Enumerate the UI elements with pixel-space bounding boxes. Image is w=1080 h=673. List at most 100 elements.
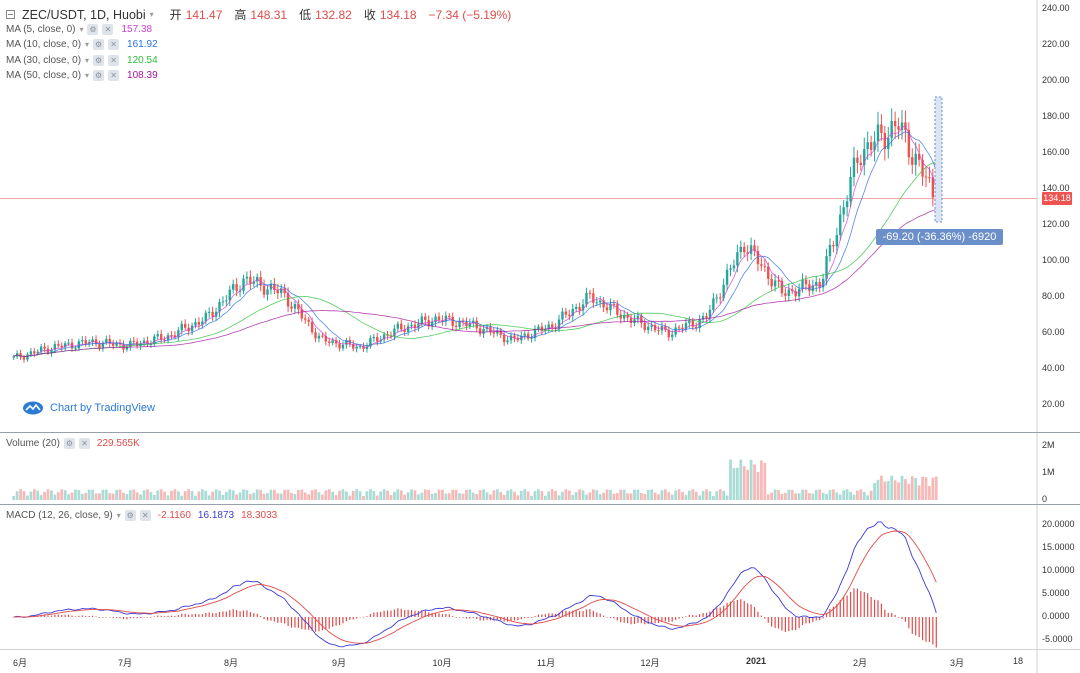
volume-bar xyxy=(50,490,53,500)
volume-bar xyxy=(821,492,825,500)
close-label: 收 xyxy=(363,8,376,22)
volume-bar xyxy=(804,489,808,500)
macd-histogram-bar xyxy=(218,611,221,617)
candle-body xyxy=(849,176,852,202)
volume-bar xyxy=(317,492,321,500)
candle-body xyxy=(688,320,691,324)
candle-body xyxy=(358,346,362,348)
close-icon[interactable]: ✕ xyxy=(139,510,151,521)
close-icon[interactable]: ✕ xyxy=(108,39,120,50)
ma50-label[interactable]: MA (50, close, 0) xyxy=(6,70,82,81)
chevron-down-icon[interactable]: ▾ xyxy=(149,10,154,19)
candle-body xyxy=(146,340,149,345)
volume-bar xyxy=(698,495,702,500)
ma5-label[interactable]: MA (5, close, 0) xyxy=(6,24,76,35)
macd-histogram-bar xyxy=(43,614,46,617)
chevron-down-icon[interactable]: ▾ xyxy=(79,25,84,34)
chevron-down-icon[interactable]: ▾ xyxy=(116,511,121,520)
tradingview-watermark[interactable]: Chart by TradingView xyxy=(22,401,155,415)
volume-bar xyxy=(653,492,657,500)
macd-histogram-bar xyxy=(325,617,327,630)
macd-histogram-bar xyxy=(133,617,135,618)
candle-body xyxy=(856,157,859,163)
volume-bar xyxy=(475,494,479,500)
volume-bar xyxy=(567,490,571,500)
ma10-label[interactable]: MA (10, close, 0) xyxy=(6,39,82,50)
chevron-down-icon[interactable]: ▾ xyxy=(85,56,90,65)
macd-histogram-bar xyxy=(712,608,714,617)
chevron-down-icon[interactable]: ▾ xyxy=(85,40,90,49)
high-label: 高 xyxy=(234,8,247,22)
candle-body xyxy=(396,323,400,329)
candle-body xyxy=(784,293,787,296)
macd-tick: -5.0000 xyxy=(1042,634,1073,644)
volume-label[interactable]: Volume (20) xyxy=(6,438,60,449)
candle-body xyxy=(376,336,379,342)
macd-histogram-bar xyxy=(801,617,804,626)
macd-histogram-bar xyxy=(222,611,224,617)
macd-histogram-bar xyxy=(599,613,601,617)
macd-histogram-bar xyxy=(229,610,231,617)
volume-bar xyxy=(399,490,403,500)
close-icon[interactable]: ✕ xyxy=(78,438,90,449)
candle-body xyxy=(533,329,537,338)
macd-histogram-bar xyxy=(328,617,330,629)
volume-bar xyxy=(369,489,372,500)
settings-icon[interactable]: ⚙ xyxy=(93,55,105,66)
macd-histogram-bar xyxy=(390,610,392,617)
indicator-ma5: MA (5, close, 0) ▾ ⚙ ✕ 157.38 xyxy=(6,24,152,35)
volume-bar xyxy=(207,495,211,500)
macd-histogram-bar xyxy=(572,610,574,617)
macd-histogram-bar xyxy=(64,614,66,617)
close-icon[interactable]: ✕ xyxy=(102,24,114,35)
candle-body xyxy=(907,130,911,158)
price-tick: 40.00 xyxy=(1042,363,1065,373)
macd-histogram-bar xyxy=(747,603,749,617)
volume-bar xyxy=(403,494,407,500)
volume-bar xyxy=(845,489,849,500)
macd-histogram-bar xyxy=(613,617,615,619)
settings-icon[interactable]: ⚙ xyxy=(63,438,75,449)
volume-bar xyxy=(904,479,907,500)
candle-body xyxy=(821,278,825,288)
macd-histogram-bar xyxy=(270,617,272,621)
volume-bar xyxy=(828,490,832,500)
chevron-down-icon[interactable]: ▾ xyxy=(85,71,90,80)
settings-icon[interactable]: ⚙ xyxy=(124,510,136,521)
candle-body xyxy=(105,338,108,343)
symbol-title[interactable]: ZEC/USDT, 1D, Huobi xyxy=(22,7,146,22)
candle-body xyxy=(166,335,170,340)
volume-bar xyxy=(341,489,345,500)
candle-body xyxy=(417,323,420,328)
candle-body xyxy=(804,279,808,285)
macd-label[interactable]: MACD (12, 26, close, 9) xyxy=(6,510,113,521)
collapse-icon[interactable] xyxy=(6,10,15,19)
settings-icon[interactable]: ⚙ xyxy=(93,39,105,50)
macd-histogram-bar xyxy=(236,610,238,617)
ma30-label[interactable]: MA (30, close, 0) xyxy=(6,55,82,66)
volume-bar xyxy=(526,491,530,500)
macd-histogram-bar xyxy=(397,608,399,617)
measurement-label[interactable]: -69.20 (-36.36%) -6920 xyxy=(876,229,1003,245)
macd-histogram-bar xyxy=(157,615,159,617)
macd-histogram-bar xyxy=(527,617,529,619)
settings-icon[interactable]: ⚙ xyxy=(87,24,99,35)
macd-histogram-bar xyxy=(897,617,900,618)
close-icon[interactable]: ✕ xyxy=(108,70,120,81)
macd-histogram-bar xyxy=(764,617,766,619)
candle-body xyxy=(183,323,187,328)
candle-body xyxy=(671,334,674,338)
ma-line xyxy=(13,125,937,358)
candle-body xyxy=(125,347,129,350)
volume-bar xyxy=(417,494,420,500)
volume-bar xyxy=(780,493,784,500)
volume-bar xyxy=(797,493,801,500)
candle-body xyxy=(530,337,533,339)
close-icon[interactable]: ✕ xyxy=(108,55,120,66)
candle-body xyxy=(355,346,358,349)
volume-bar xyxy=(842,490,846,500)
candle-body xyxy=(598,300,602,303)
settings-icon[interactable]: ⚙ xyxy=(93,70,105,81)
watermark-text: Chart by TradingView xyxy=(50,402,155,414)
